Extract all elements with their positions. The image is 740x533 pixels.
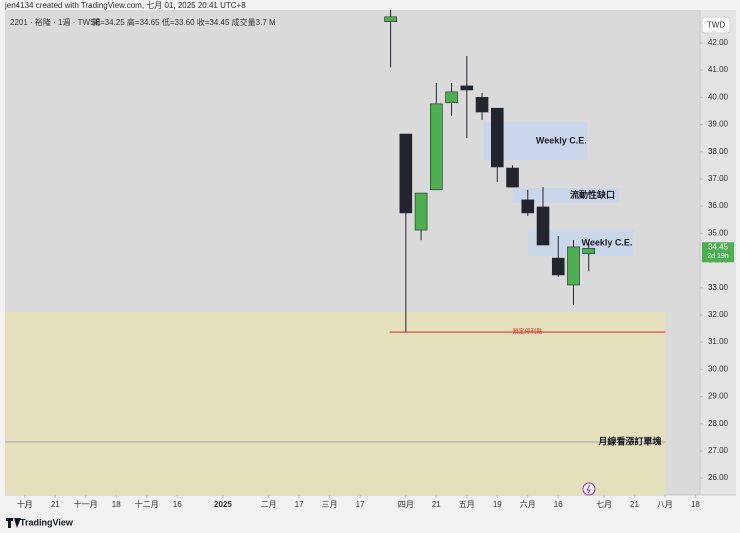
x-tick-label: 21 [51, 500, 60, 509]
x-tick-label: 19 [493, 500, 502, 509]
zone [5, 311, 666, 495]
x-tick-label: 17 [356, 500, 365, 509]
chart-subtitle: 開=34.25 高=34.65 低=33.60 收=34.45 成交量3.7 M [92, 17, 276, 27]
x-tick-label: 十一月 [74, 499, 98, 509]
countdown: 2d 19h [707, 253, 729, 260]
y-tick-label: 27.00 [708, 446, 729, 455]
y-tick-label: 41.00 [708, 65, 729, 74]
chart-title: 2201 · 裕隆 · 1週 · TWSE [10, 17, 101, 27]
zone-label: Weekly C.E. [536, 135, 587, 145]
currency-button[interactable] [701, 16, 731, 34]
x-tick-label: 六月 [520, 499, 536, 509]
x-tick-label: 四月 [398, 500, 414, 509]
x-tick-label: 2025 [214, 500, 232, 509]
y-tick-label: 31.00 [708, 337, 729, 346]
event-icon-bolt [586, 484, 591, 494]
brand-logo [6, 518, 21, 528]
x-tick-label: 二月 [261, 500, 277, 509]
y-tick-label: 30.00 [708, 364, 729, 373]
level-label: 月線看漲訂單塊 [597, 435, 661, 446]
zone-label: Weekly C.E. [582, 237, 633, 247]
candle-body [490, 107, 504, 168]
currency[interactable]: TWD [707, 21, 725, 30]
brand: TradingView [20, 517, 74, 527]
x-tick-label: 八月 [657, 500, 673, 509]
candle-body [384, 16, 397, 22]
y-tick-label: 36.00 [708, 201, 729, 210]
candle-body [582, 247, 596, 255]
x-tick-label: 七月 [596, 500, 612, 509]
x-tick-label: 17 [295, 500, 304, 509]
y-tick-label: 40.00 [708, 92, 729, 101]
x-tick-label: 16 [173, 500, 182, 509]
zones [5, 122, 666, 495]
candle-body [445, 91, 458, 104]
candle-body [430, 103, 443, 191]
candle-body [521, 199, 535, 214]
x-tick-label: 五月 [459, 500, 475, 509]
candle-body [551, 257, 565, 276]
y-tick-label: 42.00 [708, 38, 729, 47]
x-tick-label: 16 [554, 500, 563, 509]
candle-body [414, 192, 428, 231]
candle-body [460, 85, 474, 91]
candles [384, 10, 596, 333]
last-price: 34.45 [708, 242, 729, 251]
x-tick-label: 21 [432, 500, 441, 509]
y-tick-label: 32.00 [708, 310, 729, 319]
y-tick-label: 29.00 [708, 392, 729, 401]
zone-label: 流動性缺口 [570, 189, 615, 200]
x-tick-label: 18 [112, 500, 121, 509]
last-price-box [702, 242, 734, 263]
candle-body [475, 97, 489, 113]
y-tick-label: 38.00 [708, 147, 729, 156]
y-tick-label: 39.00 [708, 120, 729, 129]
y-tick-label: 28.00 [708, 419, 729, 428]
credit: jen4134 created with TradingView.com, 七月… [4, 1, 246, 10]
candle-body [399, 133, 413, 214]
zone [512, 187, 620, 203]
y-tick-label: 35.00 [708, 228, 729, 237]
y-tick-label: 33.00 [708, 283, 729, 292]
candle-body [506, 167, 519, 188]
y-tick-label: 37.00 [708, 174, 729, 183]
candle-body [536, 206, 550, 246]
x-tick-label: 18 [691, 500, 700, 509]
y-tick-label: 26.00 [708, 473, 729, 482]
event-icon[interactable] [582, 482, 596, 496]
candle-body [567, 246, 580, 286]
x-tick-label: 21 [630, 500, 639, 509]
x-tick-label: 三月 [322, 500, 338, 509]
x-tick-label: 十二月 [135, 499, 159, 509]
level-label: 預定停利點 [512, 328, 542, 336]
x-tick-label: 十月 [17, 499, 33, 509]
